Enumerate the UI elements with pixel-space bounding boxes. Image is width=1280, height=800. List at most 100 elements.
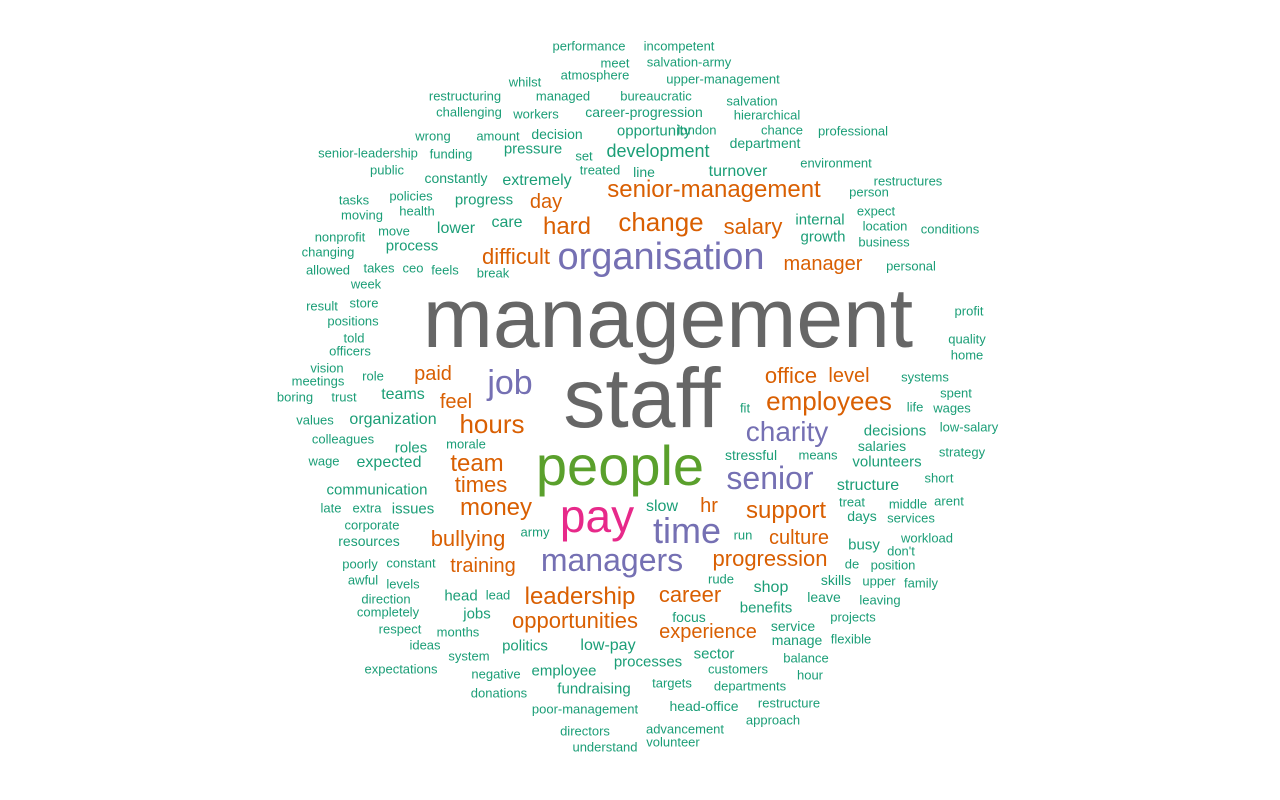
cloud-word: politics	[502, 637, 548, 655]
cloud-word: break	[476, 265, 510, 281]
cloud-word: projects	[830, 609, 876, 625]
cloud-word: services	[887, 510, 935, 526]
cloud-word: middle	[888, 496, 928, 512]
cloud-word: processes	[613, 653, 683, 671]
cloud-word: moving	[341, 207, 383, 223]
cloud-word: decision	[531, 126, 583, 142]
cloud-word: feel	[439, 391, 473, 413]
cloud-word: atmosphere	[560, 67, 630, 83]
cloud-word: constantly	[424, 170, 488, 186]
cloud-word: direction	[361, 591, 411, 607]
cloud-word: salaries	[857, 438, 907, 454]
cloud-word: restructure	[757, 695, 821, 711]
cloud-word: resources	[338, 533, 400, 549]
cloud-word: move	[378, 223, 410, 239]
cloud-word: career-progression	[585, 104, 703, 120]
cloud-word: expect	[856, 203, 896, 219]
cloud-word: head-office	[669, 698, 739, 714]
cloud-word: london	[677, 122, 717, 138]
cloud-word: restructures	[873, 173, 943, 189]
cloud-word: pay	[559, 490, 635, 542]
cloud-word: change	[618, 207, 704, 237]
cloud-word: understand	[572, 739, 638, 755]
cloud-word: jobs	[463, 605, 491, 623]
cloud-word: management	[422, 271, 914, 365]
cloud-word: systems	[901, 369, 949, 385]
cloud-word: fundraising	[557, 680, 631, 698]
cloud-word: extra	[352, 500, 382, 516]
cloud-word: team	[450, 450, 504, 477]
cloud-word: leaving	[859, 592, 901, 608]
cloud-word: salvation-army	[646, 54, 732, 70]
cloud-word: conditions	[920, 221, 980, 237]
cloud-word: location	[862, 218, 908, 234]
cloud-word: lower	[436, 220, 476, 237]
cloud-word: values	[296, 412, 334, 428]
cloud-word: profit	[954, 303, 984, 319]
cloud-word: opportunity	[616, 122, 692, 140]
cloud-word: week	[350, 276, 382, 292]
cloud-word: lead	[485, 587, 511, 603]
cloud-word: balance	[783, 650, 829, 666]
cloud-word: opportunities	[512, 608, 638, 633]
cloud-word: benefits	[739, 599, 793, 617]
cloud-word: low-pay	[580, 637, 636, 654]
cloud-word: system	[448, 648, 490, 664]
cloud-word: development	[606, 141, 710, 161]
cloud-word: senior-management	[607, 176, 821, 203]
cloud-word: fit	[739, 400, 751, 416]
cloud-word: feels	[431, 262, 459, 278]
cloud-word: run	[733, 527, 753, 543]
cloud-word: paid	[414, 363, 452, 385]
cloud-word: amount	[476, 128, 520, 144]
cloud-word: leave	[807, 589, 841, 605]
cloud-word: funding	[429, 146, 473, 162]
cloud-word: turnover	[708, 163, 768, 180]
cloud-word: upper	[862, 573, 896, 589]
cloud-word: extremely	[502, 172, 572, 189]
cloud-word: employees	[766, 386, 892, 416]
cloud-word: service	[770, 618, 816, 634]
cloud-word: employee	[531, 662, 597, 680]
cloud-word: roles	[394, 439, 428, 457]
cloud-word: challenging	[436, 104, 502, 120]
cloud-word: arent	[934, 493, 964, 509]
cloud-word: focus	[672, 609, 706, 625]
cloud-word: quality	[948, 331, 986, 347]
cloud-word: meet	[600, 55, 630, 71]
cloud-word: level	[828, 365, 870, 387]
cloud-word: slow	[645, 498, 679, 515]
cloud-word: poor-management	[531, 701, 639, 717]
cloud-word: short	[924, 470, 954, 486]
cloud-word: incompetent	[643, 38, 715, 54]
cloud-word: strategy	[938, 444, 986, 460]
cloud-word: hour	[796, 667, 824, 683]
cloud-word: negative	[471, 666, 521, 682]
cloud-word: boring	[276, 389, 314, 405]
cloud-word: time	[652, 510, 722, 551]
cloud-word: progress	[454, 191, 514, 209]
cloud-word: donations	[470, 685, 528, 701]
cloud-word: whilst	[508, 74, 542, 90]
cloud-word: issues	[391, 500, 435, 518]
cloud-word: staff	[563, 351, 721, 445]
cloud-word: awful	[347, 572, 379, 588]
cloud-word: means	[798, 447, 838, 463]
cloud-word: office	[764, 363, 818, 388]
cloud-word: levels	[386, 576, 420, 592]
cloud-word: workers	[513, 106, 559, 122]
cloud-word: decisions	[863, 422, 927, 440]
cloud-word: family	[904, 575, 938, 591]
cloud-word: directors	[560, 723, 610, 739]
cloud-word: restructuring	[428, 88, 502, 104]
cloud-word: morale	[446, 436, 486, 452]
cloud-word: performance	[552, 38, 626, 54]
cloud-word: structure	[836, 477, 900, 494]
cloud-word: professional	[817, 123, 889, 139]
cloud-word: department	[729, 135, 801, 151]
cloud-word: colleagues	[311, 431, 375, 447]
cloud-word: manager	[783, 253, 863, 275]
cloud-word: care	[491, 214, 523, 231]
cloud-word: trust	[331, 389, 357, 405]
cloud-word: constant	[386, 555, 436, 571]
